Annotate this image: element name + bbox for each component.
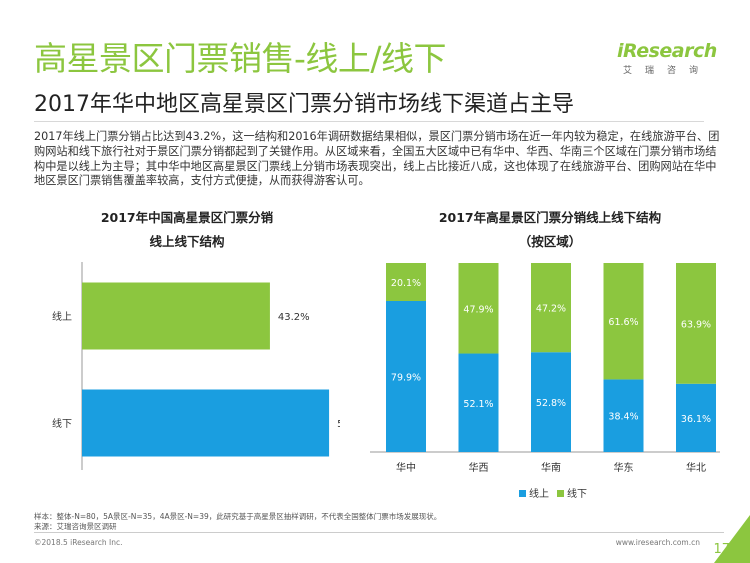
- right-category-label: 华西: [469, 461, 489, 474]
- legend-swatch: [557, 490, 564, 497]
- right-value-label: 47.9%: [463, 304, 493, 315]
- left-chart-title-line2: 线上线下结构: [149, 234, 225, 249]
- website-text: www.iresearch.com.cn: [615, 538, 700, 547]
- left-value-label: 43.2%: [278, 312, 310, 323]
- right-value-label: 38.4%: [608, 412, 638, 423]
- left-category-label: 线上: [52, 310, 72, 323]
- source-note: 来源：艾瑞咨询景区调研: [34, 522, 117, 531]
- right-bar-segment: [531, 352, 571, 452]
- legend-label: 线上: [529, 487, 549, 500]
- right-value-label: 63.9%: [681, 319, 711, 330]
- legend-swatch: [519, 490, 526, 497]
- right-category-label: 华东: [614, 461, 634, 474]
- right-bar-segment: [603, 379, 644, 452]
- footer-divider: [34, 532, 724, 533]
- right-category-label: 华北: [686, 461, 706, 474]
- corner-decoration: [714, 515, 750, 563]
- right-chart-title-line1: 2017年高星景区门票分销线上线下结构: [438, 210, 662, 225]
- right-bar-segment: [386, 300, 426, 452]
- right-value-label: 52.1%: [463, 399, 493, 410]
- right-bar-segment: [603, 263, 644, 380]
- right-value-label: 36.1%: [681, 414, 711, 425]
- left-category-label: 线下: [52, 417, 72, 430]
- left-horizontal-bar-chart: 线上 43.2% 线下 56.8%: [52, 262, 340, 470]
- logo-wordmark: iResearch: [617, 40, 717, 62]
- page-title: 高星景区门票销售-线上/线下: [34, 39, 447, 78]
- right-chart-title-line2: （按区域）: [518, 234, 582, 249]
- right-category-label: 华南: [541, 461, 561, 474]
- right-value-label: 20.1%: [391, 278, 421, 289]
- description-paragraph: 2017年线上门票分销占比达到43.2%，这一结构和2016年调研数据结果相似，…: [34, 130, 720, 188]
- right-value-label: 52.8%: [536, 398, 566, 409]
- iresearch-logo: iResearch 艾瑞咨询: [617, 40, 717, 76]
- right-bar-segment: [676, 383, 716, 452]
- right-stacked-bar-chart: 79.9% 20.1% 华中 52.1% 47.9% 华西 52.8% 47.2% 华南 38.4…: [370, 263, 720, 500]
- right-value-label: 47.2%: [536, 304, 566, 315]
- legend-label: 线下: [567, 487, 587, 500]
- right-bar-segment: [458, 263, 499, 354]
- copyright-text: ©2018.5 iResearch Inc.: [34, 538, 123, 547]
- left-bar: [82, 389, 330, 457]
- left-chart-title-line1: 2017年中国高星景区门票分销: [100, 210, 274, 225]
- right-bar-segment: [676, 263, 716, 384]
- right-bar-segment: [386, 263, 426, 301]
- page-subtitle: 2017年华中地区高星景区门票分销市场线下渠道占主导: [34, 92, 574, 117]
- right-bar-segment: [531, 263, 571, 353]
- right-value-label: 79.9%: [391, 372, 421, 383]
- left-bar: [82, 282, 270, 350]
- right-value-label: 61.6%: [608, 317, 638, 328]
- left-value-label: 56.8%: [337, 419, 340, 430]
- logo-subtitle: 艾瑞咨询: [623, 66, 712, 76]
- right-bar-segment: [458, 353, 499, 452]
- sample-note: 样本：整体-N=80，5A景区-N=35，4A景区-N=39，此研究基于高星景区…: [34, 512, 442, 521]
- right-category-label: 华中: [396, 461, 416, 474]
- page-number: 17: [713, 542, 730, 557]
- title-divider: [34, 121, 704, 122]
